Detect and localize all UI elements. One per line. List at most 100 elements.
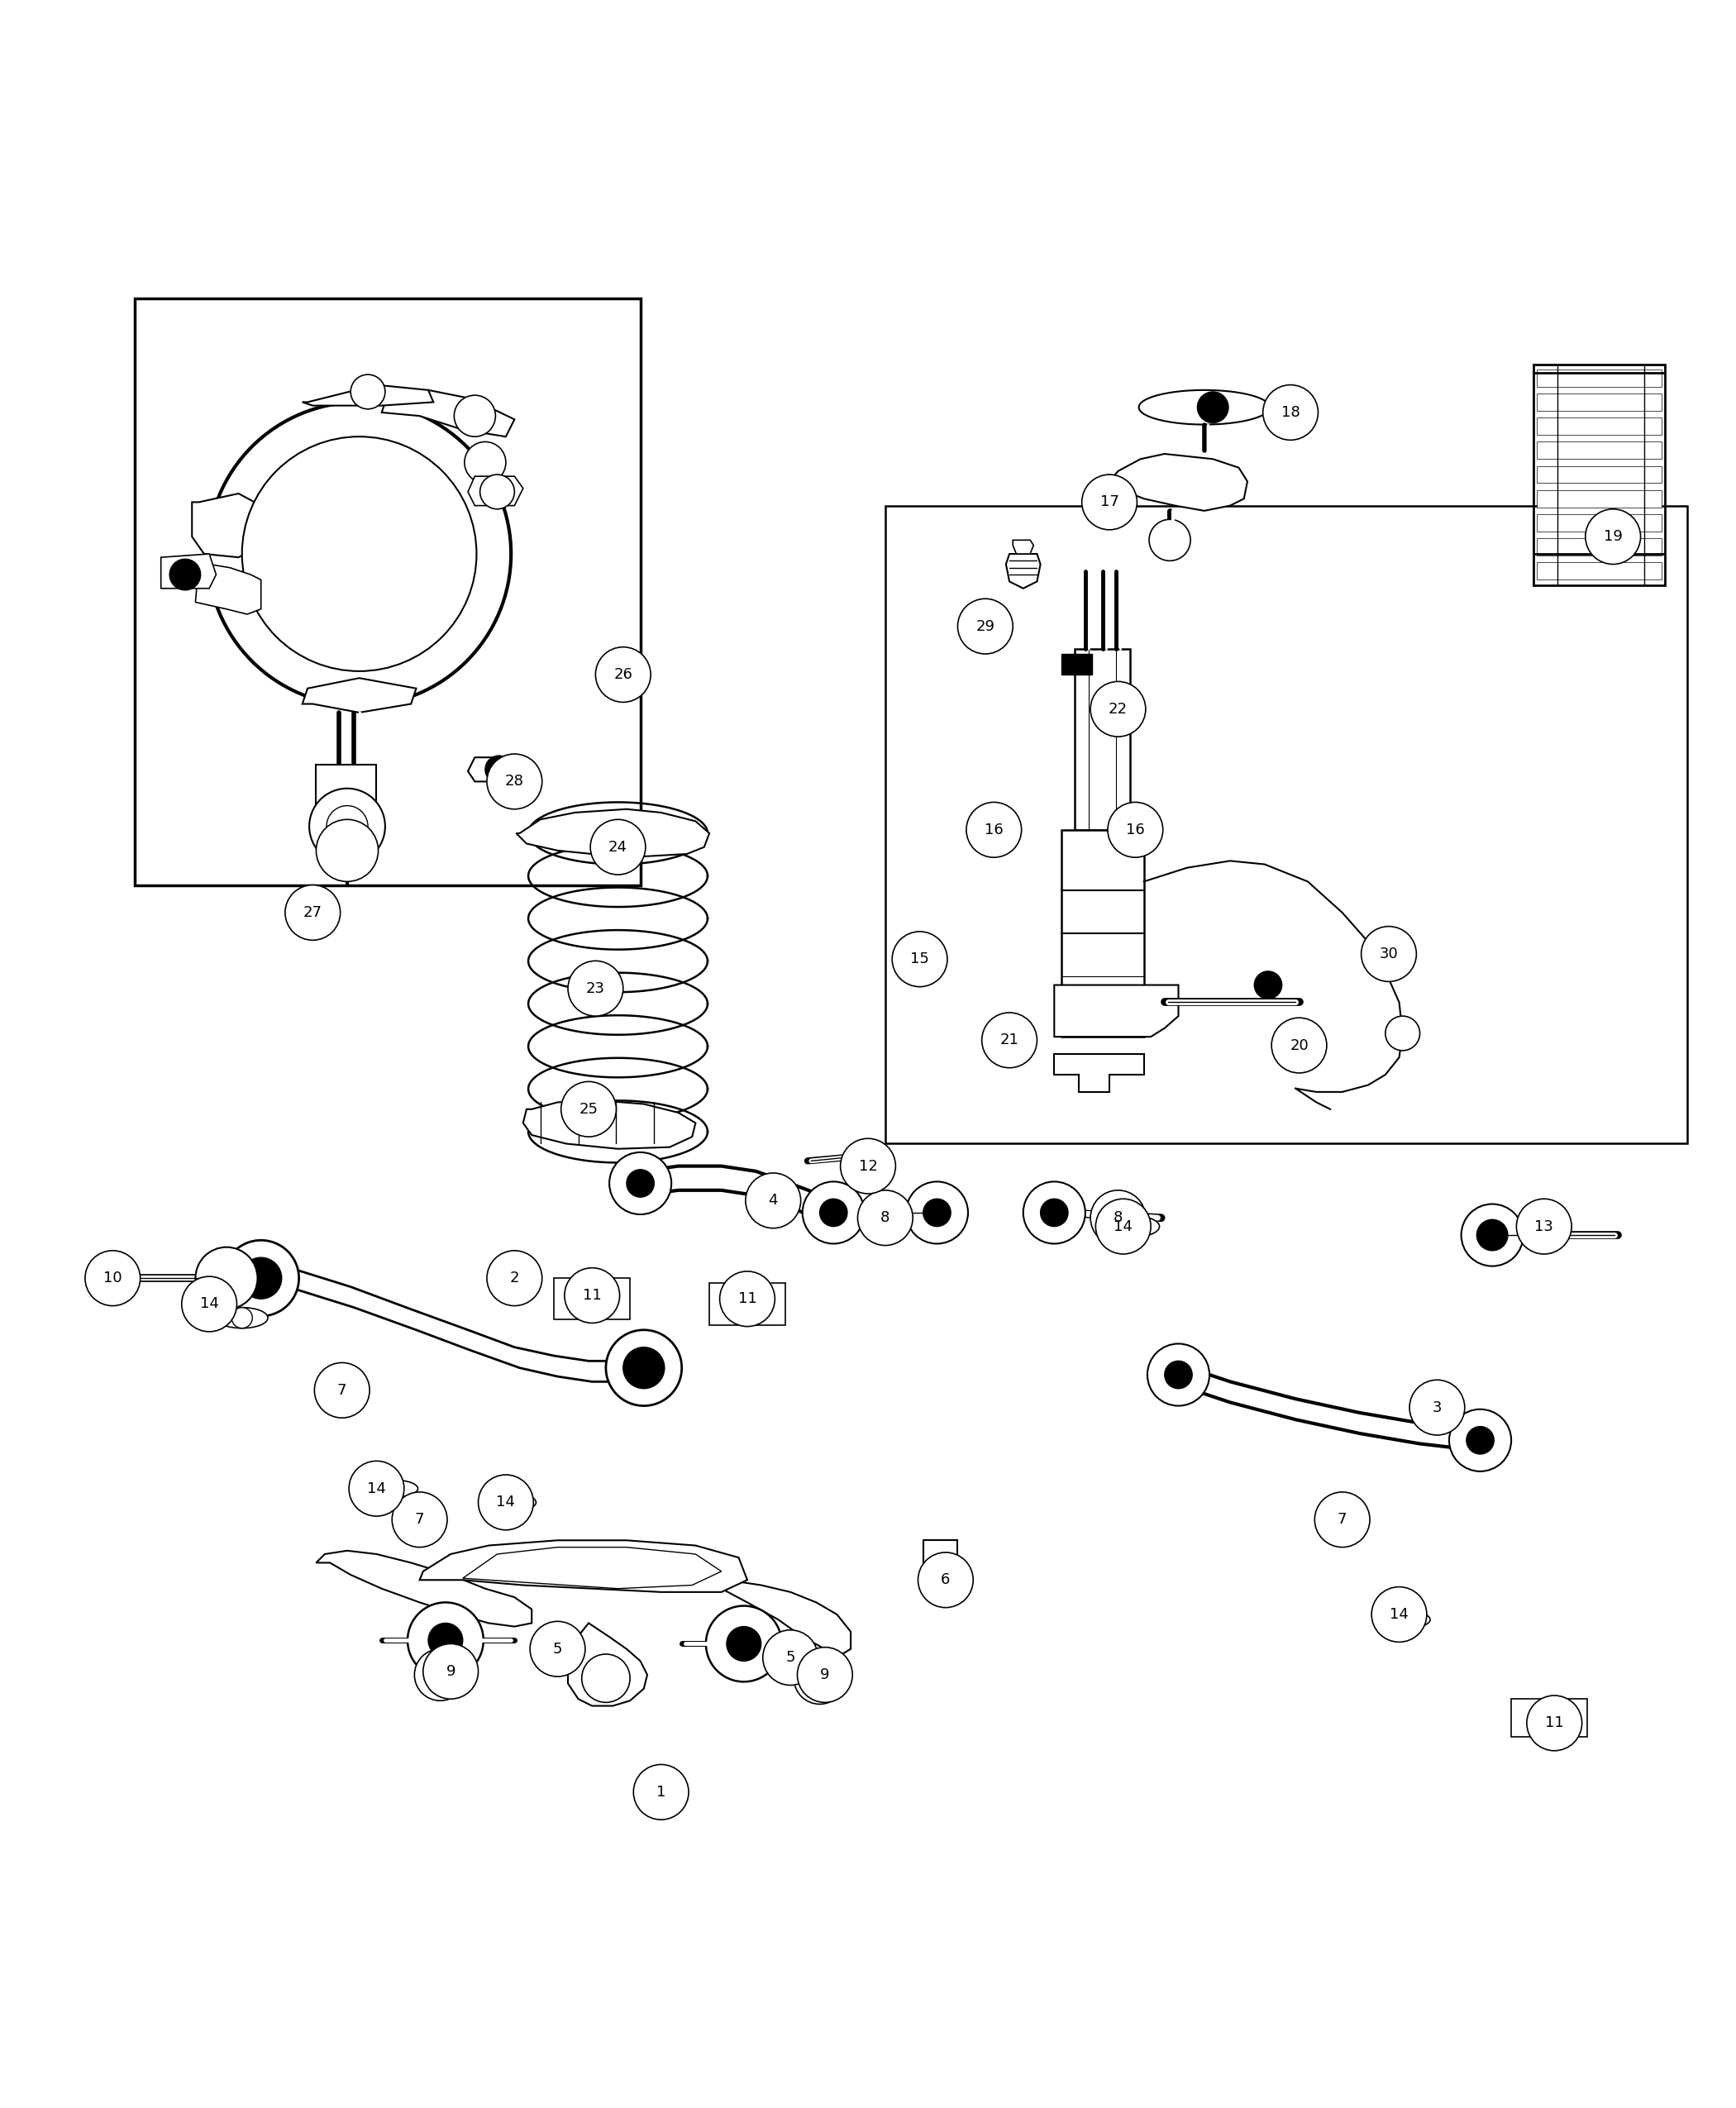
Ellipse shape	[370, 1480, 418, 1497]
Text: 2: 2	[510, 1271, 519, 1286]
Circle shape	[208, 403, 510, 706]
Circle shape	[196, 1248, 257, 1309]
Bar	[1536, 417, 1661, 434]
Text: 1: 1	[656, 1785, 667, 1800]
Circle shape	[1361, 925, 1417, 982]
Circle shape	[314, 1362, 370, 1419]
Circle shape	[1314, 1492, 1370, 1547]
Text: 15: 15	[910, 951, 929, 968]
Circle shape	[797, 1646, 852, 1703]
Text: 5: 5	[552, 1642, 562, 1657]
Text: 8: 8	[1113, 1210, 1123, 1225]
Text: 12: 12	[859, 1159, 877, 1174]
Circle shape	[720, 1271, 774, 1326]
Bar	[924, 1541, 958, 1592]
Circle shape	[918, 1551, 974, 1608]
Polygon shape	[523, 1100, 696, 1149]
Polygon shape	[1005, 554, 1040, 588]
Polygon shape	[193, 493, 260, 557]
FancyBboxPatch shape	[710, 1284, 785, 1324]
Circle shape	[455, 394, 495, 436]
Text: 5: 5	[786, 1651, 795, 1665]
Circle shape	[1198, 392, 1229, 424]
Circle shape	[431, 1665, 451, 1684]
Bar	[1536, 489, 1661, 508]
Circle shape	[1385, 1016, 1420, 1050]
Circle shape	[609, 1153, 672, 1214]
Circle shape	[486, 1250, 542, 1305]
Text: 19: 19	[1604, 529, 1623, 544]
Circle shape	[809, 1667, 830, 1689]
Polygon shape	[516, 809, 710, 858]
Circle shape	[399, 1503, 441, 1543]
Circle shape	[1108, 803, 1163, 858]
Circle shape	[1450, 1410, 1512, 1471]
Circle shape	[819, 1199, 847, 1227]
Circle shape	[1095, 1199, 1151, 1254]
Text: 13: 13	[1535, 1218, 1554, 1233]
Circle shape	[1467, 1427, 1495, 1455]
FancyBboxPatch shape	[1512, 1699, 1587, 1737]
Circle shape	[892, 932, 948, 987]
Circle shape	[1271, 1018, 1326, 1073]
Text: 25: 25	[580, 1102, 599, 1117]
Circle shape	[484, 755, 512, 784]
Polygon shape	[710, 1581, 851, 1655]
Text: 7: 7	[415, 1511, 424, 1526]
Bar	[1536, 466, 1661, 483]
Text: 10: 10	[104, 1271, 122, 1286]
Circle shape	[410, 1514, 431, 1533]
Circle shape	[1090, 1191, 1146, 1246]
Text: 24: 24	[608, 839, 627, 854]
Ellipse shape	[1111, 1216, 1160, 1237]
Circle shape	[1371, 1587, 1427, 1642]
Polygon shape	[302, 679, 417, 713]
Circle shape	[582, 1655, 630, 1703]
Circle shape	[924, 1199, 951, 1227]
Text: 14: 14	[200, 1296, 219, 1311]
Circle shape	[392, 1492, 448, 1547]
Polygon shape	[316, 765, 377, 812]
Text: 17: 17	[1101, 495, 1120, 510]
Circle shape	[222, 1240, 299, 1315]
Circle shape	[983, 1012, 1036, 1069]
Polygon shape	[1054, 984, 1179, 1037]
Text: 7: 7	[1337, 1511, 1347, 1526]
Polygon shape	[420, 1541, 746, 1592]
Circle shape	[707, 1606, 781, 1682]
Circle shape	[170, 559, 201, 590]
Circle shape	[1040, 1199, 1068, 1227]
Circle shape	[1165, 1362, 1193, 1389]
Polygon shape	[1075, 649, 1130, 831]
Circle shape	[240, 1258, 281, 1299]
Text: 21: 21	[1000, 1033, 1019, 1048]
Text: 29: 29	[976, 620, 995, 635]
Circle shape	[1517, 1199, 1571, 1254]
Polygon shape	[1139, 390, 1269, 424]
Text: 9: 9	[446, 1663, 455, 1678]
Polygon shape	[1130, 803, 1141, 822]
Circle shape	[477, 1476, 533, 1530]
Circle shape	[1585, 508, 1641, 565]
Circle shape	[1262, 386, 1318, 441]
Circle shape	[285, 885, 340, 940]
Bar	[1536, 394, 1661, 411]
Circle shape	[1023, 1183, 1085, 1244]
Text: 3: 3	[1432, 1400, 1443, 1414]
Circle shape	[1526, 1695, 1581, 1752]
Circle shape	[1149, 519, 1191, 561]
Ellipse shape	[1382, 1611, 1430, 1627]
Circle shape	[479, 474, 514, 508]
Polygon shape	[993, 803, 1002, 822]
Text: 14: 14	[1115, 1218, 1132, 1233]
Polygon shape	[196, 563, 260, 613]
Polygon shape	[382, 390, 514, 436]
Text: 16: 16	[1127, 822, 1144, 837]
Text: 27: 27	[304, 904, 323, 919]
Circle shape	[958, 599, 1012, 653]
Text: 11: 11	[1545, 1716, 1564, 1731]
Polygon shape	[1012, 540, 1033, 554]
Polygon shape	[342, 1381, 359, 1393]
Text: 14: 14	[366, 1482, 385, 1497]
Polygon shape	[1106, 453, 1248, 510]
